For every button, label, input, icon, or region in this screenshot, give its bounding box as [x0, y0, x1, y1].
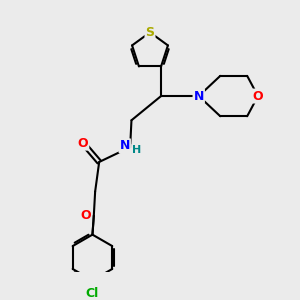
Text: N: N [120, 139, 130, 152]
Text: Cl: Cl [86, 287, 99, 300]
Text: S: S [146, 26, 154, 39]
Text: O: O [80, 209, 91, 222]
Text: O: O [253, 90, 263, 103]
Text: O: O [78, 136, 88, 150]
Text: N: N [194, 90, 204, 103]
Text: H: H [132, 145, 142, 155]
